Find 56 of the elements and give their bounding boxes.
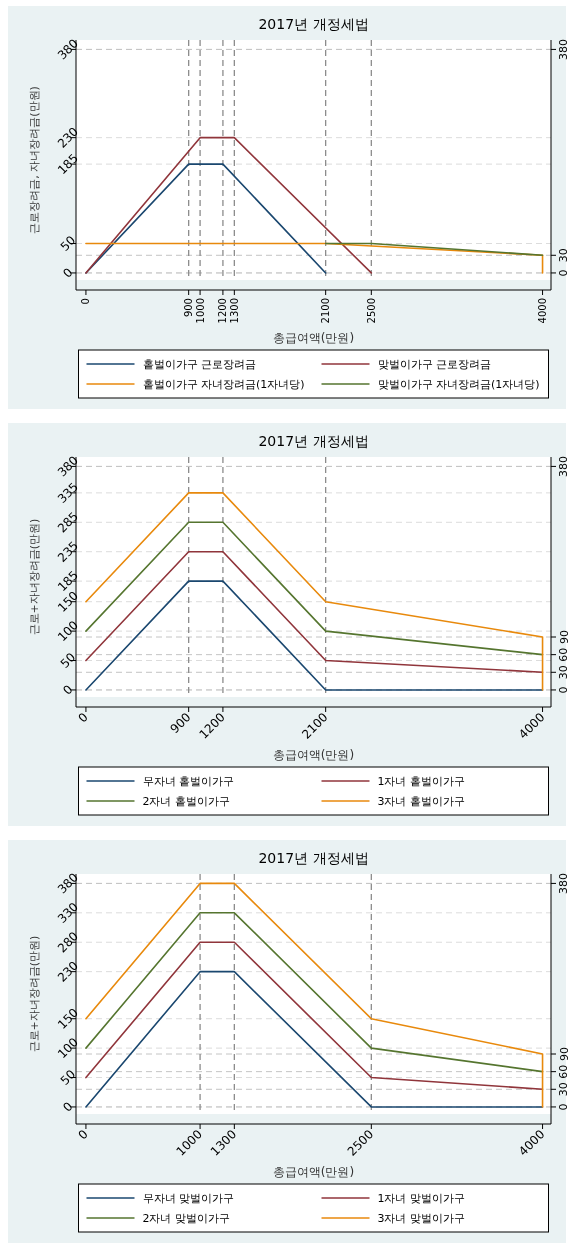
x-tick-label: 2500: [365, 298, 377, 324]
y2-tick-label: 30: [557, 665, 571, 680]
legend-label: 2자녀 맞벌이가구: [142, 1211, 230, 1225]
line-series: [85, 882, 544, 1108]
y2-tick-label: 30: [557, 1082, 571, 1097]
legend-label: 홑벌이가구 자녀장려금(1자녀당): [142, 377, 305, 391]
x-tick-label: 900: [183, 298, 195, 318]
y2-tick-label: 0: [557, 1103, 571, 1111]
y-tick-label: 230: [54, 124, 82, 151]
y-tick-label: 185: [54, 151, 82, 178]
legend-label: 2자녀 홑벌이가구: [142, 794, 230, 808]
y2-tick-label: 60: [557, 1064, 571, 1079]
y2-tick-label: 60: [557, 647, 571, 662]
y-tick-label: 335: [54, 479, 82, 506]
legend-label: 무자녀 맞벌이가구: [142, 1191, 234, 1205]
y2-tick-label: 0: [557, 269, 571, 277]
y-axis-title: 근로+자녀장려금(만원): [27, 935, 41, 1053]
legend-label: 맞벌이가구 자녀장려금(1자녀당): [377, 377, 540, 391]
x-tick-label: 900: [167, 710, 194, 737]
x-axis-title: 총급여액(만원): [272, 1165, 355, 1179]
y2-tick-label: 0: [557, 686, 571, 694]
x-tick-label: 2100: [320, 298, 332, 324]
legend-label: 무자녀 홑벌이가구: [142, 774, 234, 788]
legend-label: 1자녀 맞벌이가구: [377, 1191, 465, 1205]
x-tick-label: 1000: [194, 298, 206, 324]
y-tick-label: 100: [54, 618, 82, 645]
y2-tick-label: 90: [557, 630, 571, 644]
y-axis-title: 근로장려금, 자녀장려금(만원): [27, 86, 41, 234]
legend-label: 3자녀 홑벌이가구: [377, 794, 465, 808]
y-tick-label: 0: [60, 1099, 76, 1115]
x-tick-label: 4000: [537, 298, 549, 324]
legend-label: 3자녀 맞벌이가구: [377, 1211, 465, 1225]
x-tick-label: 1200: [217, 298, 229, 324]
y2-tick-label: 90: [557, 1047, 571, 1061]
y-tick-label: 0: [60, 265, 76, 281]
y-tick-label: 150: [54, 1005, 82, 1032]
y2-tick-label: 380: [557, 455, 571, 477]
chart-title: 2017년 개정세법: [258, 433, 369, 449]
x-axis-title: 총급여액(만원): [272, 748, 355, 762]
y-tick-label: 230: [54, 958, 82, 985]
y-axis-title: 근로+자녀장려금(만원): [27, 518, 41, 636]
x-axis-title: 총급여액(만원): [272, 331, 355, 345]
y-tick-label: 100: [54, 1035, 82, 1062]
x-tick-label: 1300: [228, 298, 240, 324]
x-tick-label: 0: [80, 298, 92, 305]
y2-tick-label: 380: [557, 872, 571, 894]
y2-tick-label: 30: [557, 248, 571, 263]
y2-tick-label: 380: [557, 38, 571, 60]
chart-title: 2017년 개정세법: [258, 16, 369, 32]
y-tick-label: 330: [54, 899, 82, 926]
legend-label: 홑벌이가구 근로장려금: [142, 357, 256, 371]
chart-title: 2017년 개정세법: [258, 850, 369, 866]
legend-label: 맞벌이가구 근로장려금: [377, 357, 491, 371]
line-series: [85, 492, 544, 691]
y-tick-label: 0: [60, 682, 76, 698]
legend-label: 1자녀 홑벌이가구: [377, 774, 465, 788]
